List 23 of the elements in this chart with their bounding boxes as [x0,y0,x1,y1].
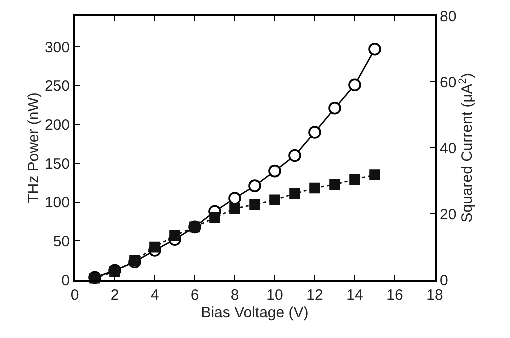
y-tick-label: 100 [44,194,70,212]
y2-tick-label: 0 [440,272,448,290]
y2-tick-label: 40 [440,140,457,158]
x-tick-label: 4 [150,287,160,304]
y-tick-label: 200 [44,116,70,134]
y-tick-label: 50 [53,233,70,250]
x-tick-label: 16 [386,287,404,304]
x-tick-label: 14 [346,287,364,304]
y-axis-title: THz Power (nW) [26,92,43,204]
x-tick-label: 8 [230,287,240,304]
y-tick-label: 150 [44,156,70,173]
y2-tick-label: 80 [440,8,457,26]
x-tick-label: 12 [306,287,324,304]
y-tick-label: 300 [44,39,70,56]
y-tick-label: 0 [62,272,70,290]
y-tick-label: 250 [44,78,70,96]
x-tick-label: 6 [190,287,200,304]
y2-tick-label: 20 [440,206,457,224]
x-axis-title: Bias Voltage (V) [201,304,309,322]
x-tick-label: 18 [426,287,444,304]
y2-tick-label: 60 [440,74,457,92]
x-tick-label: 2 [110,287,120,304]
x-tick-label: 10 [266,287,284,304]
